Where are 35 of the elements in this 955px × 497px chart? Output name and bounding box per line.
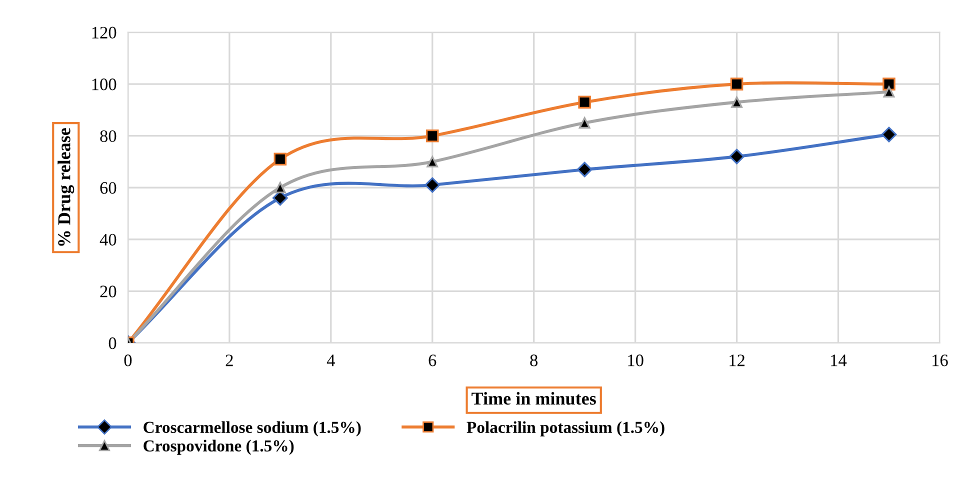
point [578, 117, 590, 129]
y-tick-label: 20 [100, 286, 116, 298]
x-tick-label: 10 [628, 354, 644, 366]
x-tick-label: 2 [226, 354, 233, 366]
point [426, 156, 438, 168]
point [274, 182, 286, 194]
x-tick-label: 16 [932, 354, 948, 366]
legend-label: Polacrilin potassium (1.5%) [466, 421, 664, 436]
y-tick-label: 0 [108, 337, 116, 350]
x-tick-label: 0 [124, 354, 132, 366]
point [426, 129, 439, 142]
x-tick-label: 6 [428, 354, 436, 366]
legend-label: Crospovidone (1.5%) [144, 440, 294, 455]
x-axis-title: Time in minutes [472, 392, 596, 405]
x-tick-label: 8 [530, 354, 538, 366]
point [882, 78, 896, 90]
point [881, 126, 897, 142]
point [578, 96, 591, 109]
x-tick-label: 14 [831, 354, 847, 366]
x-tick-label: 12 [730, 354, 745, 366]
y-tick-label: 120 [92, 26, 116, 38]
legend-label: Croscarmellose sodium (1.5%) [144, 421, 361, 436]
y-tick-label: 40 [100, 234, 116, 246]
y-tick-label: 100 [92, 78, 116, 90]
y-tick-label: 60 [100, 182, 116, 194]
x-tick-label: 4 [326, 354, 335, 366]
point [731, 96, 742, 108]
point [730, 78, 744, 90]
y-tick-label: 80 [100, 130, 116, 142]
point [883, 86, 895, 98]
point [729, 148, 744, 164]
y-axis-title: % Drug release [58, 128, 74, 246]
point [576, 162, 592, 178]
point [274, 152, 287, 166]
point [424, 177, 440, 193]
